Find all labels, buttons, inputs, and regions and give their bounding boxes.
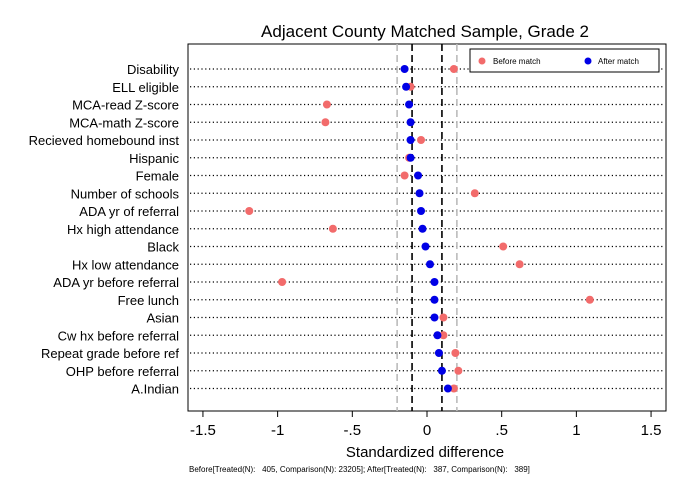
legend-after-label: After match <box>598 57 639 66</box>
y-tick-label: ELL eligible <box>112 80 179 95</box>
before-match-point <box>585 295 594 304</box>
row-guides <box>190 68 664 390</box>
y-tick-label: Disability <box>127 62 180 77</box>
after-match-point <box>406 118 415 127</box>
after-match-point <box>425 260 434 269</box>
y-tick-label: ADA yr of referral <box>79 204 179 219</box>
after-match-point <box>430 295 439 304</box>
x-axis-label: Standardized difference <box>346 444 504 461</box>
after-match-point <box>418 224 427 233</box>
x-tick-label: 0 <box>423 422 431 439</box>
x-tick-label: .5 <box>495 422 508 439</box>
chart-title: Adjacent County Matched Sample, Grade 2 <box>261 22 589 41</box>
after-match-point <box>414 171 423 180</box>
y-tick-label: MCA-read Z-score <box>72 98 179 113</box>
before-match-point <box>515 260 524 269</box>
before-match-point <box>451 349 460 357</box>
before-match-point <box>245 207 254 215</box>
before-match-point <box>417 136 426 144</box>
reference-lines <box>396 44 458 411</box>
after-match-point <box>405 100 414 109</box>
before-match-point <box>439 331 448 340</box>
after-match-point <box>430 278 439 286</box>
after-match-point <box>433 331 442 340</box>
legend-after-marker <box>584 57 592 65</box>
x-axis: -1.5 -1 -.5 0 .5 1 1.5 <box>190 411 661 439</box>
x-tick-label: -1.5 <box>190 422 216 439</box>
y-tick-label: Number of schools <box>71 186 180 201</box>
legend-before-label: Before match <box>493 57 541 66</box>
x-tick-label: -1 <box>271 422 284 439</box>
y-tick-label: Asian <box>146 311 179 326</box>
after-match-point <box>417 207 426 215</box>
legend: Before match After match <box>469 48 660 73</box>
y-tick-label: Cw hx before referral <box>58 328 179 343</box>
y-tick-label: Female <box>136 169 179 184</box>
after-match-point <box>421 242 430 251</box>
y-tick-label: MCA-math Z-score <box>69 115 179 130</box>
after-match-point <box>430 313 439 322</box>
before-match-point <box>449 384 458 393</box>
y-axis-labels: Disability ELL eligible MCA-read Z-score MC… <box>29 62 180 397</box>
y-tick-label: Hx high attendance <box>67 222 179 237</box>
legend-before-marker <box>478 57 486 65</box>
y-tick-label: Hx low attendance <box>72 257 179 272</box>
y-tick-label: Recieved homebound inst <box>29 133 180 148</box>
y-tick-label: ADA yr before referral <box>53 275 179 290</box>
after-match-point <box>402 82 411 91</box>
before-match-point <box>454 366 463 375</box>
before-match-point <box>322 100 331 109</box>
y-tick-label: Free lunch <box>118 293 179 308</box>
plot-frame <box>187 43 667 412</box>
before-match-point <box>278 278 287 286</box>
after-match-point <box>406 136 415 144</box>
after-match-points <box>400 65 452 393</box>
after-match-point <box>434 349 443 357</box>
after-match-point <box>415 189 424 198</box>
y-tick-label: Repeat grade before ref <box>41 346 179 361</box>
y-tick-label: OHP before referral <box>66 364 179 379</box>
before-match-point <box>449 65 458 73</box>
y-tick-label: Black <box>147 240 179 255</box>
before-match-point <box>400 171 409 180</box>
after-match-point <box>443 384 452 393</box>
after-match-point <box>400 65 409 73</box>
before-match-point <box>321 118 330 127</box>
before-match-point <box>470 189 479 198</box>
sample-size-footnote: Before[Treated(N): 405, Comparison(N): 2… <box>189 465 530 474</box>
y-tick-label: A.Indian <box>131 382 179 397</box>
before-match-point <box>328 224 337 233</box>
after-match-point <box>437 366 446 375</box>
y-tick-label: Hispanic <box>129 151 179 166</box>
x-tick-label: 1.5 <box>641 422 662 439</box>
before-match-point <box>499 242 508 251</box>
legend-box <box>469 48 660 73</box>
x-tick-label: 1 <box>572 422 580 439</box>
before-match-point <box>439 313 448 322</box>
after-match-point <box>406 153 415 162</box>
x-tick-label: -.5 <box>344 422 362 439</box>
